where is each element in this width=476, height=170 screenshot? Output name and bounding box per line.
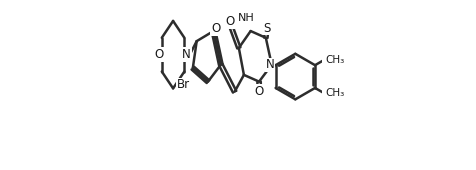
Text: Br: Br [177,79,190,91]
Text: CH₃: CH₃ [326,88,345,98]
Text: O: O [255,85,264,98]
Text: O: O [155,48,164,61]
Text: O: O [225,15,235,28]
Text: S: S [263,22,271,35]
Text: N: N [182,48,191,61]
Text: N: N [266,58,275,71]
Text: NH: NH [238,13,255,23]
Text: N: N [182,48,191,61]
Text: O: O [211,22,220,35]
Text: CH₃: CH₃ [326,55,345,65]
